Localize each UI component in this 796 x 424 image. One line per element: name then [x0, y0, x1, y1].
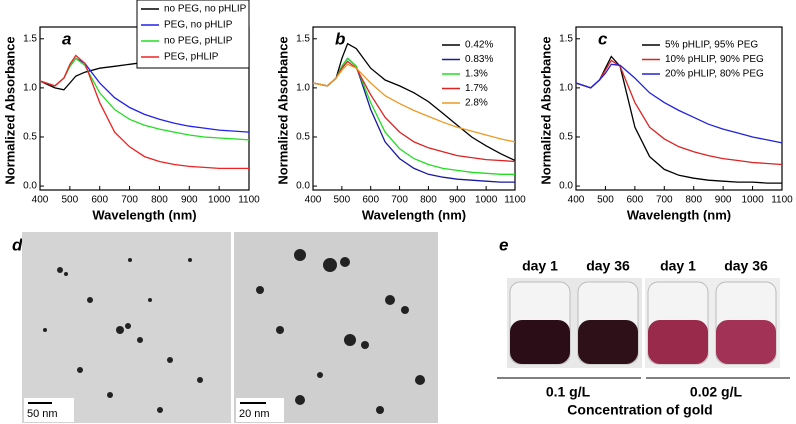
- group-label: 0.02 g/L: [690, 384, 743, 400]
- group-label: 0.1 g/L: [546, 384, 591, 400]
- x-tick-label: 1000: [475, 195, 498, 206]
- legend-label: no PEG, no pHLIP: [164, 4, 247, 15]
- x-tick-label: 800: [151, 195, 168, 206]
- x-tick-label: 800: [420, 195, 437, 206]
- x-tick-label: 1000: [208, 195, 231, 206]
- caption: Concentration of gold: [567, 402, 712, 418]
- series-line: [575, 55, 782, 184]
- y-axis-label: Normalized Absorbance: [538, 36, 553, 184]
- series-line: [39, 54, 249, 170]
- legend-label: 0.83%: [465, 54, 493, 65]
- y-tick-label: 1.0: [559, 83, 573, 94]
- x-tick-label: 600: [627, 195, 644, 206]
- y-tick-label: 0.5: [296, 132, 310, 143]
- y-tick-label: 0.0: [23, 181, 37, 192]
- panel-label: a: [62, 29, 71, 48]
- scale-label: 20 nm: [239, 408, 270, 420]
- x-tick-label: 700: [391, 195, 408, 206]
- y-tick-label: 0.5: [559, 132, 573, 143]
- legend-label: 10% pHLIP, 90% PEG: [665, 54, 764, 65]
- plot-frame: [312, 26, 516, 191]
- plot-frame: [575, 26, 783, 191]
- y-axis-label: Normalized Absorbance: [2, 36, 17, 184]
- x-tick-label: 500: [62, 195, 79, 206]
- panel-label: c: [598, 29, 608, 48]
- legend-label: PEG, pHLIP: [164, 52, 219, 63]
- y-tick-label: 1.5: [296, 33, 310, 44]
- series-line: [39, 57, 250, 141]
- x-tick-label: 400: [568, 195, 585, 206]
- panel-label: e: [499, 235, 508, 254]
- tube-label: day 1: [522, 258, 558, 274]
- y-tick-label: 1.0: [296, 83, 310, 94]
- x-tick-label: 700: [656, 195, 673, 206]
- x-tick-label: 400: [32, 195, 49, 206]
- x-tick-label: 1000: [741, 195, 764, 206]
- series-line: [312, 63, 516, 143]
- series-line: [39, 57, 250, 133]
- x-axis-label: Wavelength (nm): [92, 207, 196, 222]
- x-tick-label: 900: [181, 195, 198, 206]
- x-tick-label: 1100: [771, 195, 793, 206]
- y-tick-label: 0.0: [296, 181, 310, 192]
- x-tick-label: 1100: [238, 195, 260, 206]
- panel-label: b: [335, 29, 345, 48]
- y-tick-label: 1.5: [23, 33, 37, 44]
- legend-label: no PEG, pHLIP: [164, 36, 233, 47]
- x-tick-label: 800: [685, 195, 702, 206]
- legend-label: 5% pHLIP, 95% PEG: [665, 40, 758, 51]
- series-line: [312, 42, 516, 162]
- tube-label: day 36: [586, 258, 630, 274]
- x-tick-label: 600: [91, 195, 108, 206]
- legend-label: 1.7%: [465, 83, 488, 94]
- x-tick-label: 1100: [504, 195, 526, 206]
- legend-label: 0.42%: [465, 40, 493, 51]
- panel-label: d: [12, 235, 23, 254]
- series-line: [575, 59, 783, 166]
- tem-images: [22, 232, 438, 423]
- legend-label: 20% pHLIP, 80% PEG: [665, 69, 764, 80]
- y-tick-label: 1.0: [23, 83, 37, 94]
- x-tick-label: 500: [597, 195, 614, 206]
- x-axis-label: Wavelength (nm): [627, 207, 731, 222]
- x-tick-label: 700: [121, 195, 138, 206]
- vials: [507, 278, 780, 368]
- y-tick-label: 1.5: [559, 33, 573, 44]
- series-line: [575, 63, 783, 144]
- tube-label: day 1: [660, 258, 696, 274]
- x-tick-label: 900: [715, 195, 732, 206]
- legend-label: PEG, no pHLIP: [164, 20, 233, 31]
- x-tick-label: 600: [362, 195, 379, 206]
- tube-label: day 36: [724, 258, 768, 274]
- x-tick-label: 400: [305, 195, 322, 206]
- x-tick-label: 500: [334, 195, 351, 206]
- series-line: [312, 60, 516, 163]
- scale-label: 50 nm: [27, 408, 58, 420]
- x-tick-label: 900: [449, 195, 466, 206]
- legend-label: 2.8%: [465, 98, 488, 109]
- y-axis-label: Normalized Absorbance: [275, 36, 290, 184]
- y-tick-label: 0.5: [23, 132, 37, 143]
- x-axis-label: Wavelength (nm): [362, 207, 466, 222]
- legend-label: 1.3%: [465, 69, 488, 80]
- y-tick-label: 0.0: [559, 181, 573, 192]
